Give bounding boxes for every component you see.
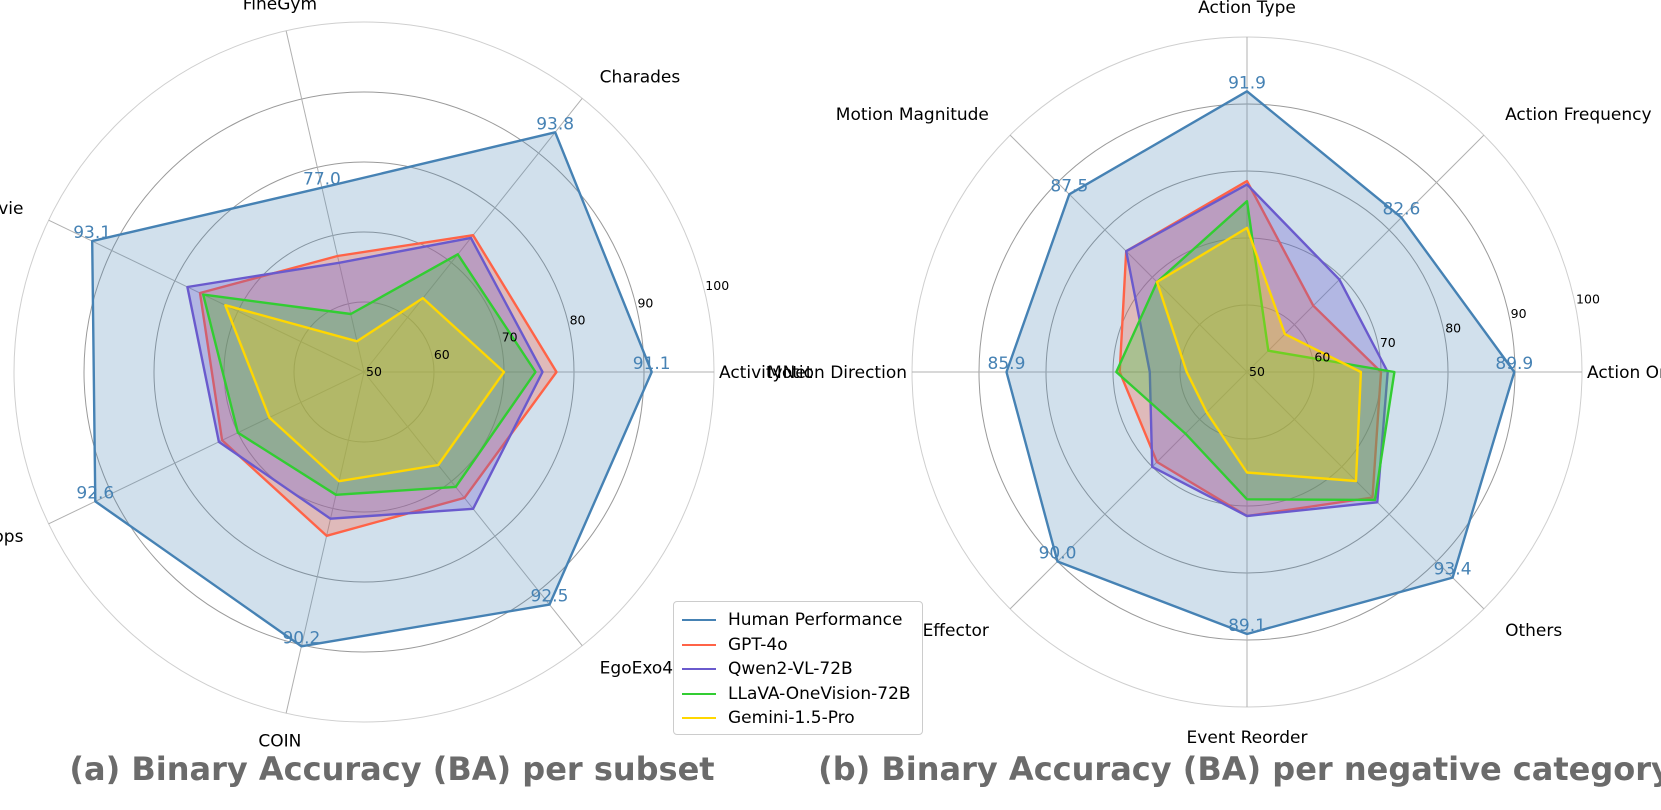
chart-b-caption: (b) Binary Accuracy (BA) per negative ca… xyxy=(818,750,1661,788)
radial-tick-label: 50 xyxy=(366,364,382,379)
axis-label: Charades xyxy=(600,67,681,87)
axis-label: EgoExo4D xyxy=(600,659,687,679)
legend-label: Human Performance xyxy=(728,610,903,631)
axis-label: Action Order xyxy=(1587,363,1661,383)
series-polygon-llava-onevision-72b xyxy=(1115,199,1396,502)
axis-label: Movie xyxy=(0,199,23,219)
legend-swatch xyxy=(682,717,716,720)
series-polygon-qwen2-vl-72b xyxy=(186,236,544,520)
radial-tick-label: 90 xyxy=(1511,306,1527,321)
axis-label: Oops xyxy=(0,527,24,547)
legend-label: Qwen2-VL-72B xyxy=(728,659,853,680)
legend-item: GPT-4o xyxy=(682,633,914,658)
data-value-label: 77.0 xyxy=(303,170,341,190)
series-polygon-gpt-4o xyxy=(198,233,558,537)
series-polygon-human-performance xyxy=(1005,90,1516,636)
legend-item: LLaVA-OneVision-72B xyxy=(682,682,914,707)
legend-swatch xyxy=(682,668,716,671)
radial-tick-label: 80 xyxy=(570,312,586,327)
data-value-label: 93.1 xyxy=(73,223,111,243)
axis-label: Motion Direction xyxy=(767,363,907,383)
data-value-label: 89.1 xyxy=(1228,616,1266,636)
radial-tick-label: 60 xyxy=(1314,349,1330,364)
data-value-label: 90.0 xyxy=(1039,544,1077,564)
data-value-label: 85.9 xyxy=(988,354,1026,374)
legend-swatch xyxy=(682,692,716,695)
axis-label: Motion Magnitude xyxy=(836,105,989,125)
axis-spoke xyxy=(285,371,365,714)
axis-spoke xyxy=(1009,134,1248,373)
data-value-label: 92.5 xyxy=(531,587,569,607)
radar-chart-a: 50 60 70 80 90 100 ActivityNet Charades FineGym M… xyxy=(0,0,813,752)
radar-chart-b: 50 60 70 80 90 100 Action Order Action Frequenc… xyxy=(767,0,1661,748)
legend-label: GPT-4o xyxy=(728,634,788,655)
data-value-label: 91.1 xyxy=(633,354,671,374)
legend-swatch xyxy=(682,619,716,622)
series-polygon-llava-onevision-72b xyxy=(201,253,537,496)
chart-a-caption: (a) Binary Accuracy (BA) per subset xyxy=(69,750,715,788)
axis-spoke xyxy=(1246,371,1485,610)
radial-tick-label: 70 xyxy=(1380,335,1396,350)
legend-item: Qwen2-VL-72B xyxy=(682,657,914,682)
axis-label: Others xyxy=(1505,621,1562,641)
series-polygon-human-performance xyxy=(90,131,653,648)
data-value-label: 93.8 xyxy=(536,114,574,134)
legend-label: Gemini-1.5-Pro xyxy=(728,708,855,729)
legend: Human Performance GPT-4o Qwen2-VL-72B LL… xyxy=(673,601,923,735)
radial-tick-label: 50 xyxy=(1249,364,1265,379)
radial-tick-label: 70 xyxy=(502,330,518,345)
radial-tick-label: 100 xyxy=(1576,291,1600,306)
axis-spoke xyxy=(1246,134,1485,373)
axis-label: ActivityNet xyxy=(719,363,813,383)
legend-swatch xyxy=(682,643,716,646)
radial-tick-label: 80 xyxy=(1445,320,1461,335)
axis-label: FineGym xyxy=(243,0,317,14)
data-value-label: 91.9 xyxy=(1228,73,1266,93)
series-polygon-gemini-1-5-pro xyxy=(224,296,506,483)
axis-spoke xyxy=(48,371,365,525)
data-value-label: 82.6 xyxy=(1383,200,1421,220)
data-value-label: 90.2 xyxy=(282,628,320,648)
legend-label: LLaVA-OneVision-72B xyxy=(728,683,911,704)
radial-tick-label: 60 xyxy=(434,347,450,362)
series-polygon-gemini-1-5-pro xyxy=(1155,226,1363,483)
legend-item: Human Performance xyxy=(682,608,914,633)
data-value-label: 89.9 xyxy=(1495,354,1533,374)
radial-tick-label: 90 xyxy=(637,295,653,310)
legend-item: Gemini-1.5-Pro xyxy=(682,706,914,731)
axis-label: Event Reorder xyxy=(1187,728,1308,748)
series-polygon-qwen2-vl-72b xyxy=(1124,183,1389,518)
axis-label: COIN xyxy=(258,732,301,752)
data-value-label: 93.4 xyxy=(1434,560,1472,580)
axis-label: Action Type xyxy=(1198,0,1296,18)
radial-tick-label: 100 xyxy=(705,278,729,293)
data-value-label: 92.6 xyxy=(76,483,114,503)
axis-label: Action Frequency xyxy=(1505,105,1651,125)
data-value-label: 87.5 xyxy=(1050,176,1088,196)
